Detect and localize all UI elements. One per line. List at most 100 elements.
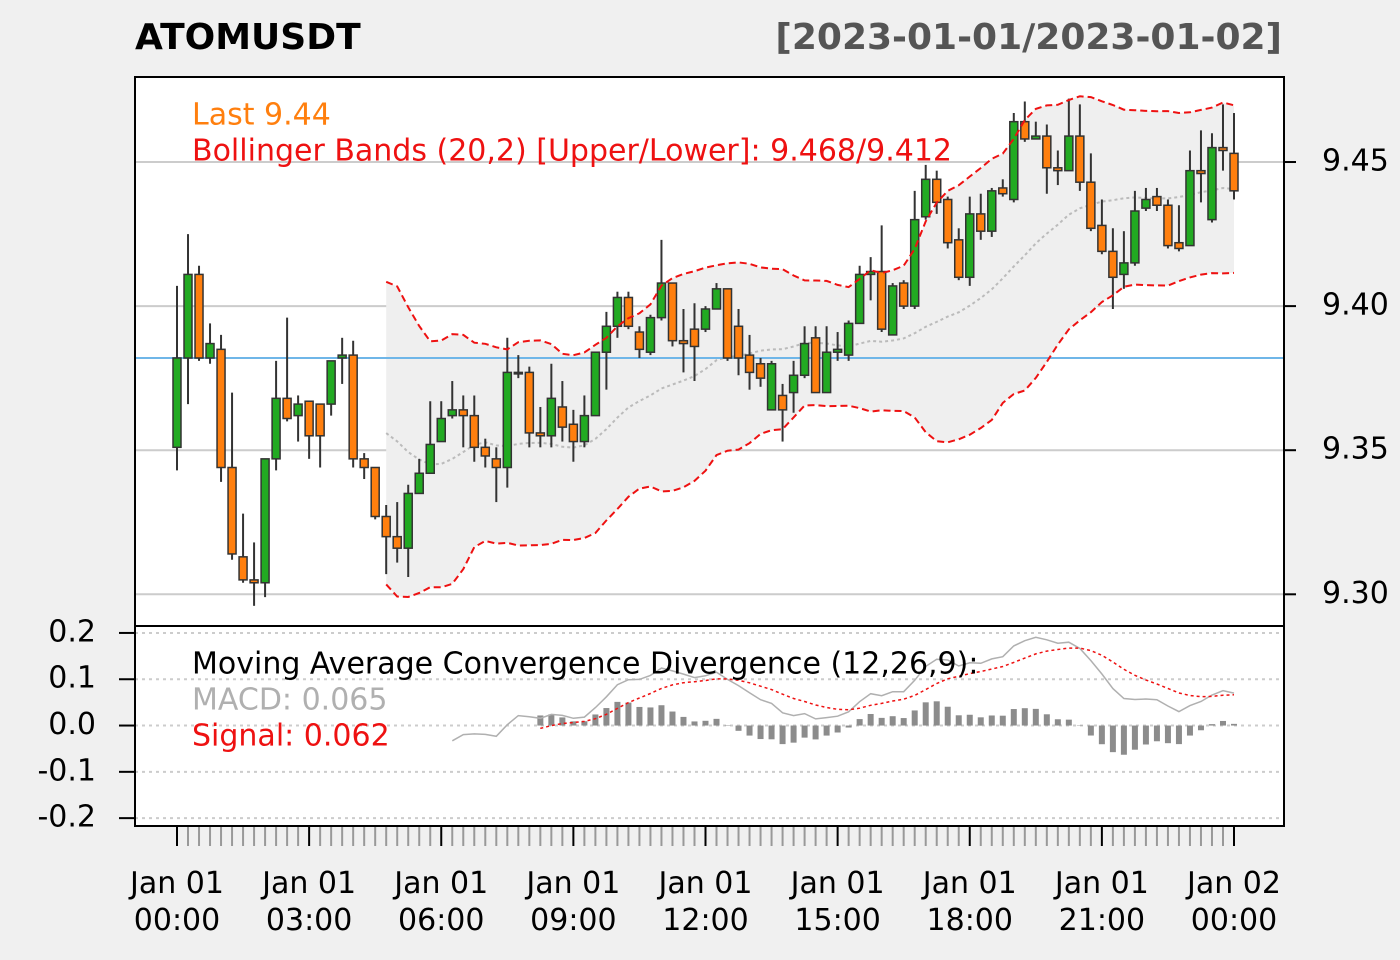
y-tick-label: -0.1 [37,753,96,788]
macd-histogram-bar [933,701,940,726]
candle-body [183,273,193,359]
bands-label: Bollinger Bands (20,2) [Upper/Lower]: 9.… [192,134,952,169]
macd-histogram-bar [1231,723,1237,726]
candle-body [392,535,402,549]
macd-histogram-bar [1032,708,1039,726]
candle-body [480,446,491,457]
candle-body [920,178,931,218]
candle-body [976,213,986,232]
candle-body [1119,262,1129,276]
macd-histogram-bar [1120,725,1127,755]
candle-body [502,371,513,469]
candle-body [425,443,435,475]
y-tick-label: 9.35 [1322,432,1389,467]
chart-subtitle: [2023-01-01/2023-01-02] [775,17,1282,58]
candle-body [788,374,799,394]
macd-histogram-bar [801,725,808,738]
x-tick-label: Jan 01 09:00 [524,866,620,938]
macd-histogram-bar [1164,725,1171,744]
macd-histogram-bar [911,710,918,726]
macd-histogram-bar [1010,709,1017,726]
candle-body [821,351,832,394]
candle-body [965,213,975,279]
bollinger-area [386,96,1235,598]
macd-histogram-bar [834,725,841,733]
macd-histogram-bar [669,711,676,726]
x-tick-label: Jan 01 15:00 [789,866,885,938]
bollinger-lower [385,271,1235,599]
candle-body [1152,195,1162,206]
y-tick-label: 0.1 [48,661,96,696]
candle-body [810,337,821,394]
candle-body [458,409,469,417]
candle-body [227,466,237,555]
macd-histogram-bar [1153,725,1160,742]
x-tick-label: Jan 01 21:00 [1053,866,1149,938]
candle-body [722,288,733,359]
bollinger-upper [385,95,1235,357]
candle-body [1086,181,1096,230]
candle-body [249,579,259,584]
candle-body [1207,146,1217,221]
macd-histogram-bar [955,715,962,726]
candle-body [1097,224,1107,253]
macd-histogram-bar [790,725,797,743]
macd-histogram-bar [1131,725,1138,750]
macd-histogram-bar [779,725,786,745]
candle-body [1218,146,1228,152]
chart-title: ATOMUSDT [135,17,361,58]
candle-body [1064,135,1074,172]
candle-body [1229,152,1239,192]
macd-histogram-bar [680,716,687,726]
candle-body [1075,135,1085,183]
y-tick-label: 0.2 [48,614,96,649]
macd-histogram-bar [713,718,720,726]
candle-body [205,342,215,359]
candle-body [998,187,1008,195]
candle-body [931,178,942,204]
macd-histogram-bar [867,713,874,726]
candle-body [909,218,920,307]
candle-body [293,403,303,417]
candle-body [689,328,700,348]
candle-body [854,273,865,325]
macd-histogram-bar [812,725,819,740]
x-tick-label: Jan 01 12:00 [657,866,753,938]
candle-body [348,354,358,460]
candle-body [700,308,711,330]
candle-body [326,360,336,405]
macd-histogram-bar [1197,725,1204,731]
candle-body [612,296,623,328]
candle-body [645,316,656,353]
macd-histogram-bar [614,701,621,726]
candle-body [656,282,667,319]
macd-histogram-bar [559,717,566,726]
macd-histogram-bar [1098,725,1105,745]
macd-histogram-bar [592,714,599,726]
macd-histogram-bar [746,725,753,736]
candle-body [832,348,843,353]
candle-body [590,351,601,417]
candle-body [557,406,568,428]
candle-body [282,397,292,420]
candle-body [370,466,380,518]
y-tick-label: 0.0 [48,707,96,742]
macd-histogram-bar [636,706,643,726]
candle-body [469,414,480,449]
candle-body [1031,135,1041,140]
macd-histogram-bar [581,721,588,726]
macd-line [451,636,1235,742]
macd-histogram-bar [1219,720,1226,726]
candle-body [260,458,270,584]
candle-body [744,354,755,374]
candle-body [711,288,722,310]
candle-body [876,270,887,330]
macd-label: MACD: 0.065 [192,683,387,718]
macd-histogram-bar [658,705,665,726]
y-tick-label: 9.45 [1322,144,1389,179]
y-tick-label: 9.30 [1322,576,1389,611]
candle-body [271,397,281,460]
candle-body [1185,169,1195,247]
candle-body [942,198,953,244]
